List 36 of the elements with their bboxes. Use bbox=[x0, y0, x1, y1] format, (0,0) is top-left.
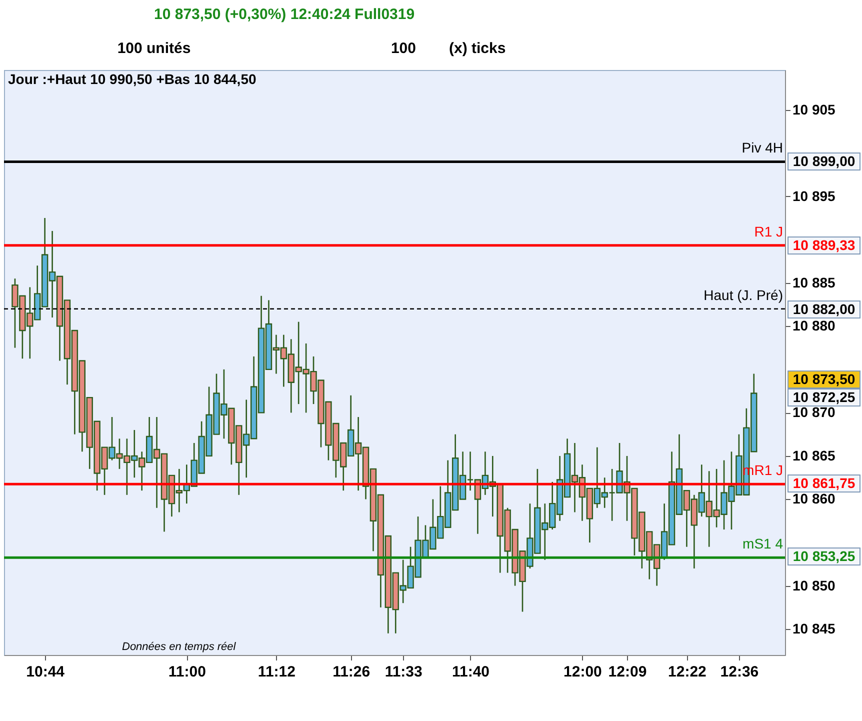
text: 10 899,00 bbox=[792, 153, 856, 169]
text: 10 861,75 bbox=[792, 475, 856, 491]
ref-line-label: Piv 4H bbox=[742, 140, 783, 156]
x-tick-label: 11:00 bbox=[168, 664, 206, 680]
x-tick-label: 12:00 bbox=[564, 664, 602, 680]
x-tick-label: 12:22 bbox=[668, 664, 706, 680]
text: (x) ticks bbox=[449, 40, 506, 57]
ref-line-label: R1 J bbox=[754, 223, 783, 240]
text: 10 853,25 bbox=[792, 548, 856, 564]
y-tick-label: 10 885 bbox=[792, 274, 836, 290]
text: 10 882,00 bbox=[792, 301, 856, 317]
chart-title: 10 873,50 (+0,30%) 12:40:24 Full0319 bbox=[154, 6, 415, 23]
y-tick-label: 10 895 bbox=[792, 188, 836, 204]
x-tick-label: 12:09 bbox=[608, 664, 647, 680]
text: 10 873,50 bbox=[792, 371, 856, 387]
x-tick-label: 12:36 bbox=[720, 664, 759, 680]
x-tick-label: 11:33 bbox=[384, 664, 422, 680]
chart-subtitle: Jour :+Haut 10 990,50 +Bas 10 844,50 bbox=[8, 71, 256, 87]
text: 100 unités bbox=[117, 40, 191, 57]
y-tick-label: 10 860 bbox=[792, 490, 836, 507]
x-tick-label: 10:44 bbox=[26, 664, 66, 680]
y-tick-label: 10 865 bbox=[792, 447, 836, 464]
x-tick-label: 11:26 bbox=[332, 664, 370, 680]
text: 10 872,25 bbox=[792, 389, 856, 405]
y-tick-label: 10 905 bbox=[792, 101, 836, 118]
ref-line-label: mS1 4 bbox=[742, 536, 784, 552]
y-tick-label: 10 845 bbox=[792, 620, 836, 637]
ref-line-label: Haut (J. Pré) bbox=[704, 286, 783, 303]
annotation: Données en temps réel bbox=[122, 641, 236, 653]
y-tick-label: 10 850 bbox=[792, 577, 836, 594]
y-tick-label: 10 870 bbox=[792, 404, 836, 420]
x-tick-label: 11:12 bbox=[258, 664, 296, 680]
text: 100 bbox=[390, 40, 416, 57]
text: 10 889,33 bbox=[792, 237, 856, 253]
x-tick-label: 11:40 bbox=[452, 664, 490, 680]
y-tick-label: 10 880 bbox=[792, 318, 836, 334]
